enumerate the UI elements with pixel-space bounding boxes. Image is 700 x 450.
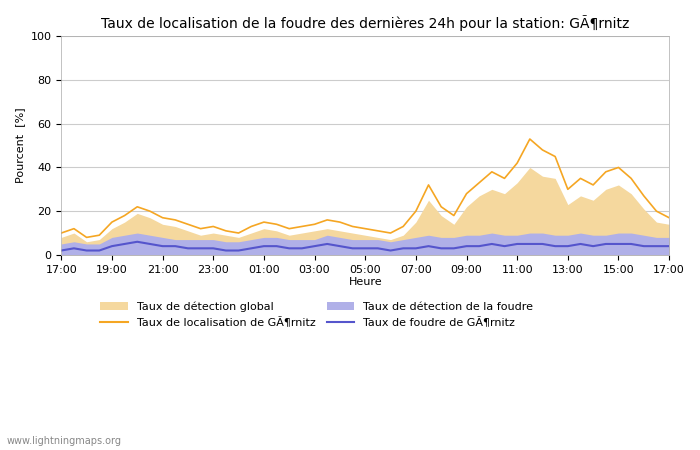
Y-axis label: Pourcent  [%]: Pourcent [%] (15, 108, 25, 184)
X-axis label: Heure: Heure (349, 277, 382, 288)
Text: www.lightningmaps.org: www.lightningmaps.org (7, 436, 122, 446)
Title: Taux de localisation de la foudre des dernières 24h pour la station: GÃ¶rnitz: Taux de localisation de la foudre des de… (101, 15, 629, 31)
Legend: Taux de détection global, Taux de localisation de GÃ¶rnitz, Taux de détection de: Taux de détection global, Taux de locali… (95, 297, 538, 333)
